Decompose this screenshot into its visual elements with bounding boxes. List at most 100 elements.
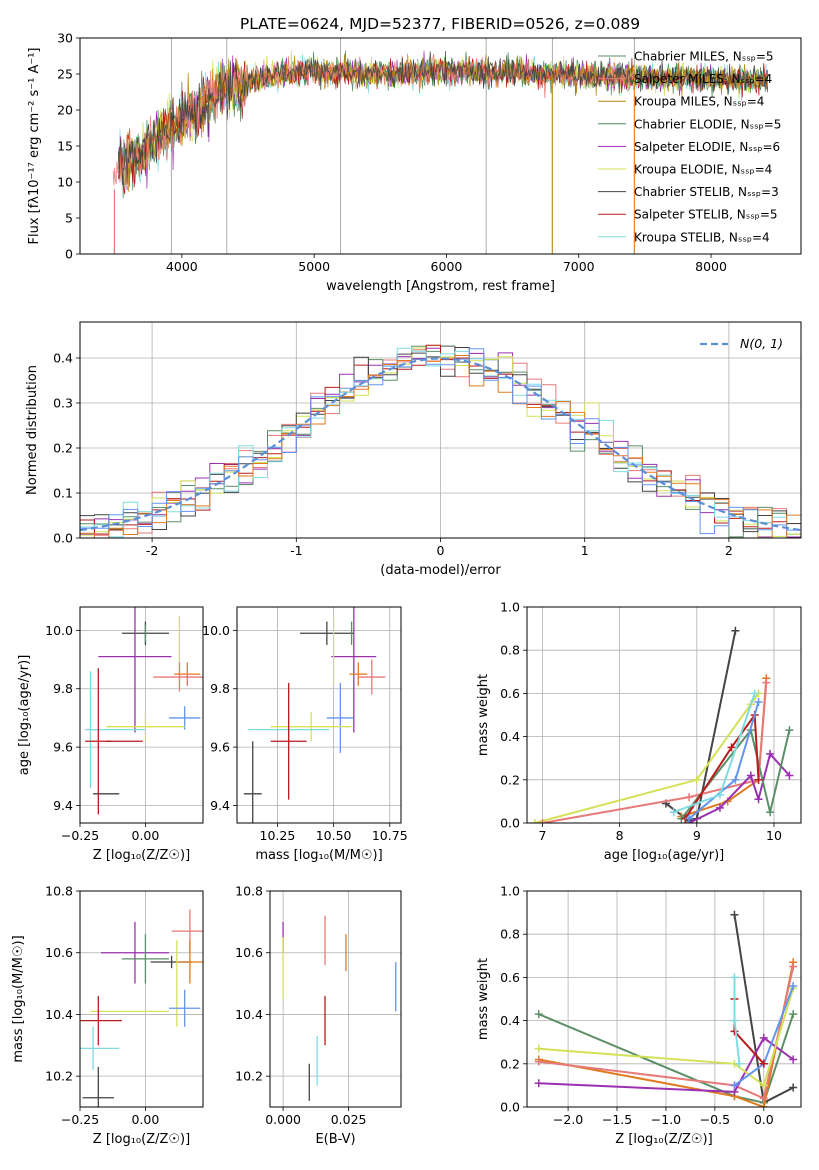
weight-marker xyxy=(789,1055,798,1064)
x-tick-label: 7 xyxy=(538,828,546,843)
weight-marker xyxy=(789,962,798,971)
weight-marker xyxy=(730,1016,739,1025)
axes-frame xyxy=(269,890,402,1108)
x-tick-label: 10.25 xyxy=(260,828,296,843)
errorbar-point xyxy=(358,659,386,695)
errorbar-point xyxy=(168,989,201,1027)
weight-marker xyxy=(766,808,775,817)
histogram-series-step xyxy=(80,344,801,538)
errorbar-point xyxy=(100,921,169,984)
y-tick-label: 0.2 xyxy=(53,441,73,456)
errorbar-point xyxy=(98,607,172,733)
weight-marker xyxy=(759,1103,768,1107)
x-tick-label: 0.00 xyxy=(132,828,160,843)
weight-marker xyxy=(692,775,701,784)
x-axis-label: wavelength [Angstrom, rest frame] xyxy=(326,279,555,294)
y-tick-label: 0.0 xyxy=(500,1100,520,1115)
errorbar-point xyxy=(299,621,354,645)
weight-marker xyxy=(759,1081,768,1090)
weight-series-line xyxy=(680,727,791,820)
y-tick-label: 15 xyxy=(57,139,73,154)
y-tick-label: 9.4 xyxy=(210,798,230,813)
x-tick-label: 7000 xyxy=(563,259,595,274)
y-axis-label: mass weight xyxy=(476,958,491,1040)
errorbar-point xyxy=(243,741,262,823)
errorbar-point xyxy=(349,662,368,686)
weight-marker xyxy=(730,973,739,982)
weight-marker xyxy=(759,1033,768,1042)
weight-series-line xyxy=(534,692,760,823)
errorbar-point xyxy=(121,934,169,984)
errorbar-plot-area xyxy=(80,909,203,1107)
weight-series-line xyxy=(688,751,791,823)
y-tick-label: 0.2 xyxy=(500,1056,520,1071)
weight-series xyxy=(677,726,794,823)
y-tick-label: 20 xyxy=(57,103,73,118)
axes-frame xyxy=(236,606,402,824)
weight-marker xyxy=(538,819,547,823)
errorbar-point xyxy=(331,607,377,733)
weight-series-line xyxy=(665,630,737,822)
y-tick-label: 30 xyxy=(57,31,73,46)
legend-label: Chabrier MILES, Nₛₛₚ=5 xyxy=(634,50,774,64)
weight-marker xyxy=(715,790,724,799)
errorbar-point xyxy=(174,662,201,686)
x-tick-label: 2 xyxy=(725,543,733,558)
errorbar-point xyxy=(80,1026,120,1070)
axes-frame xyxy=(79,37,802,255)
x-axis-label: Z [log₁₀(Z/Z☉)] xyxy=(93,848,190,863)
y-tick-label: 25 xyxy=(57,67,73,82)
errorbar-plot-area xyxy=(85,607,203,815)
weight-plot-area xyxy=(534,910,798,1107)
x-tick-label: 8000 xyxy=(695,259,727,274)
weight-marker xyxy=(759,1059,768,1068)
x-tick-label: 4000 xyxy=(166,259,198,274)
spectrum-plot-area xyxy=(112,38,769,254)
weight-marker xyxy=(534,1079,543,1088)
weight-marker xyxy=(730,910,739,919)
x-axis-label: Z [log₁₀(Z/Z☉)] xyxy=(93,1132,190,1147)
y-tick-label: 0.6 xyxy=(500,686,520,701)
x-tick-label: 0.0 xyxy=(754,1112,774,1127)
panel-mass-vs-Z: −0.25 0.00 10.2 10.4 10.6 10.8 Z [log₁₀(Z/Z☉)]… xyxy=(11,884,204,1147)
legend-label: Salpeter ELODIE, Nₛₛₚ=6 xyxy=(634,140,780,154)
weight-marker xyxy=(715,803,724,812)
legend-label: Chabrier STELIB, Nₛₛₚ=3 xyxy=(634,185,779,199)
y-tick-label: 0.4 xyxy=(500,729,520,744)
legend-label: N(0, 1) xyxy=(740,336,783,351)
x-axis-label: (data-model)/error xyxy=(380,563,501,578)
y-tick-label: 9.8 xyxy=(210,681,230,696)
y-tick-label: 0.8 xyxy=(500,927,520,942)
y-tick-label: 0.0 xyxy=(500,816,520,831)
axes-frame xyxy=(79,321,802,539)
y-tick-label: 10.2 xyxy=(45,1069,73,1084)
errorbar-point xyxy=(326,682,354,753)
panel-age-vs-mass: 10.25 10.50 10.75 9.4 9.6 9.8 10.0 mass [log₁₀(… xyxy=(202,606,408,863)
y-tick-label: 10.6 xyxy=(45,945,73,960)
y-tick-label: 1.0 xyxy=(500,884,520,899)
x-tick-label: 10.50 xyxy=(316,828,352,843)
weight-marker xyxy=(731,626,740,635)
errorbar-point xyxy=(270,712,352,742)
weight-marker xyxy=(754,795,763,804)
x-axis-label: Z [log₁₀(Z/Z☉)] xyxy=(615,1132,712,1147)
y-axis-label: mass weight xyxy=(476,674,491,756)
errorbar-plot-area xyxy=(282,915,397,1101)
weight-series xyxy=(730,973,744,1068)
y-tick-label: 0.0 xyxy=(53,531,73,546)
errorbar-point xyxy=(106,712,185,742)
weight-series xyxy=(534,1033,798,1096)
y-axis-label: Flux [fλ10⁻¹⁷ erg cm⁻² s⁻¹ A⁻¹] xyxy=(27,48,42,245)
x-tick-label: 0.00 xyxy=(132,1112,160,1127)
x-tick-label: −0.25 xyxy=(61,828,99,843)
y-tick-label: 9.8 xyxy=(53,681,73,696)
panel-weight-vs-age: 7 8 9 10 0.0 0.2 0.4 0.6 0.8 1.0 age [log₁₀(age/yr… xyxy=(476,600,802,863)
weight-marker xyxy=(685,793,694,802)
x-tick-label: 10.75 xyxy=(372,828,408,843)
weight-marker xyxy=(785,726,794,735)
weight-marker xyxy=(730,1081,739,1090)
weight-series xyxy=(538,678,771,823)
y-tick-label: 9.6 xyxy=(53,740,73,755)
errorbar-point xyxy=(270,682,307,800)
x-tick-label: −0.25 xyxy=(61,1112,99,1127)
